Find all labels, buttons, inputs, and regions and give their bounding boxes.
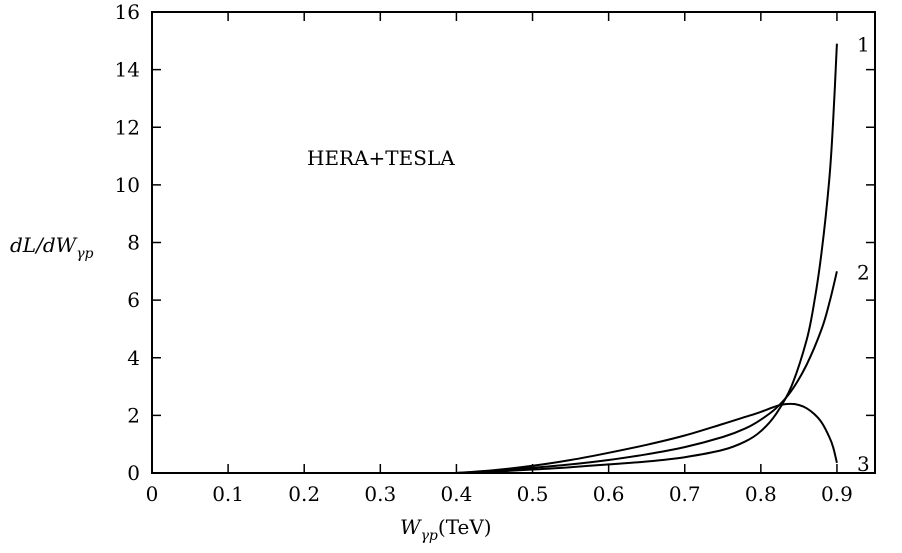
chart-annotation: HERA+TESLA [307,146,455,170]
x-tick-label: 0.6 [593,482,625,506]
y-tick-label: 6 [127,288,140,312]
series-line-2 [456,271,838,474]
x-tick-label: 0.2 [288,482,320,506]
series-label-1: 1 [857,33,870,57]
y-tick-label: 4 [127,346,140,370]
series-line-1 [456,43,838,474]
x-axis-label-sub: γp [421,528,438,544]
x-tick-label: 0 [146,482,159,506]
x-axis-label-main: W [400,515,422,539]
series-labels: 1 2 3 [857,33,870,476]
axis-ticks [151,11,875,474]
x-axis-label-unit: (TeV) [438,515,492,539]
y-axis-label: dL/dWγp [10,233,94,262]
y-axis-label-main: dL/dW [10,233,78,257]
series-label-2: 2 [857,260,870,284]
plot-frame [151,11,876,474]
y-tick-label: 12 [115,115,140,139]
x-tick-label: 0.3 [364,482,396,506]
x-tick-label: 0.4 [441,482,473,506]
y-tick-label: 0 [127,461,140,485]
x-axis-label: Wγp(TeV) [400,515,492,544]
y-tick-label: 8 [127,231,140,255]
x-tick-label: 0.5 [517,482,549,506]
series-line-3 [456,402,838,474]
y-tick-label: 16 [115,0,140,24]
y-tick-label: 2 [127,403,140,427]
y-axis-label-sub: γp [76,246,93,262]
x-tick-label: 0.9 [821,482,853,506]
x-tick-label: 0.7 [669,482,701,506]
axis-tick-labels: 0 0.1 0.2 0.3 0.4 0.5 0.6 0.7 0.8 0.9 0 2 4 6 8 10 12 14 1… [115,0,853,506]
series-label-3: 3 [857,452,870,476]
data-series [456,43,838,474]
y-tick-label: 10 [115,173,140,197]
y-tick-label: 14 [115,58,140,82]
x-tick-label: 0.1 [212,482,244,506]
x-tick-label: 0.8 [745,482,777,506]
